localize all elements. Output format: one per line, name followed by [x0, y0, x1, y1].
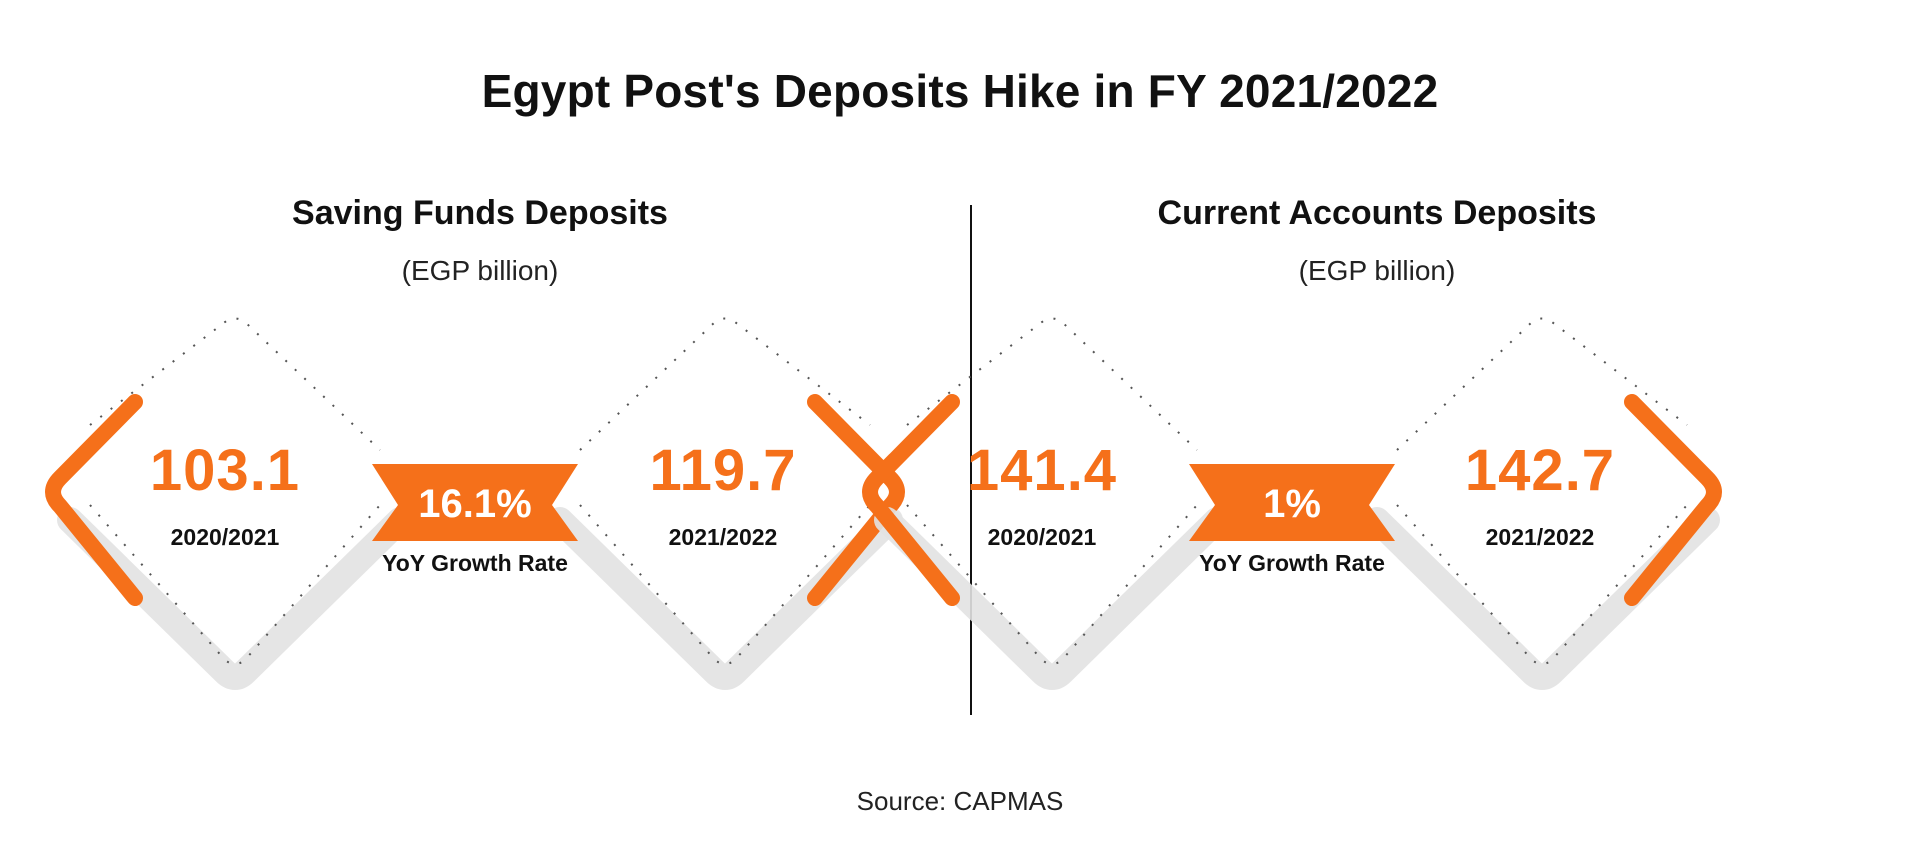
growth-ribbon: 1% — [1187, 466, 1397, 546]
panel-title: Current Accounts Deposits — [1157, 194, 1597, 232]
orange-bracket-right — [1624, 394, 1722, 606]
diamond-outline-right — [1396, 317, 1688, 665]
orange-bracket-right — [807, 394, 905, 606]
diamond-frames — [45, 317, 905, 690]
infographic-title: Egypt Post's Deposits Hike in FY 2021/20… — [481, 65, 1439, 117]
diamond-shadow-right — [547, 507, 903, 690]
diamond-frames — [862, 317, 1722, 690]
diamond-shadow-left — [57, 507, 413, 690]
growth-ribbon: 16.1% — [370, 466, 580, 546]
diamond-outline-left — [906, 317, 1198, 665]
saving-funds-panel: Saving Funds Deposits (EGP billion) 103.… — [45, 194, 905, 690]
second-year: 2021/2022 — [668, 524, 778, 550]
growth-ribbon-shape — [372, 464, 578, 541]
orange-bracket-left — [45, 394, 143, 606]
growth-rate-value: 1% — [1263, 482, 1321, 526]
orange-bracket-left — [862, 394, 960, 606]
first-year: 2020/2021 — [170, 524, 280, 550]
growth-rate-label: YoY Growth Rate — [1199, 550, 1385, 576]
diamond-outline-left — [89, 317, 381, 665]
panel-unit: (EGP billion) — [401, 255, 559, 286]
current-accounts-panel: Current Accounts Deposits (EGP billion) … — [862, 0, 1920, 864]
panel-title: Saving Funds Deposits — [292, 194, 668, 232]
source-note: Source: CAPMAS — [856, 786, 1064, 816]
first-value: 141.4 — [966, 438, 1118, 503]
second-value: 119.7 — [649, 438, 797, 503]
first-value: 103.1 — [149, 438, 301, 503]
first-year: 2020/2021 — [987, 524, 1097, 550]
second-value: 142.7 — [1464, 438, 1616, 503]
diamond-shadow-left — [874, 507, 1230, 690]
panel-divider — [970, 205, 972, 715]
second-year: 2021/2022 — [1485, 524, 1595, 550]
panel-unit: (EGP billion) — [1298, 255, 1456, 286]
growth-rate-value: 16.1% — [418, 482, 532, 526]
diamond-outline-right — [579, 317, 871, 665]
diamond-shadow-right — [1364, 507, 1720, 690]
growth-ribbon-shape — [1189, 464, 1395, 541]
growth-rate-label: YoY Growth Rate — [382, 550, 568, 576]
